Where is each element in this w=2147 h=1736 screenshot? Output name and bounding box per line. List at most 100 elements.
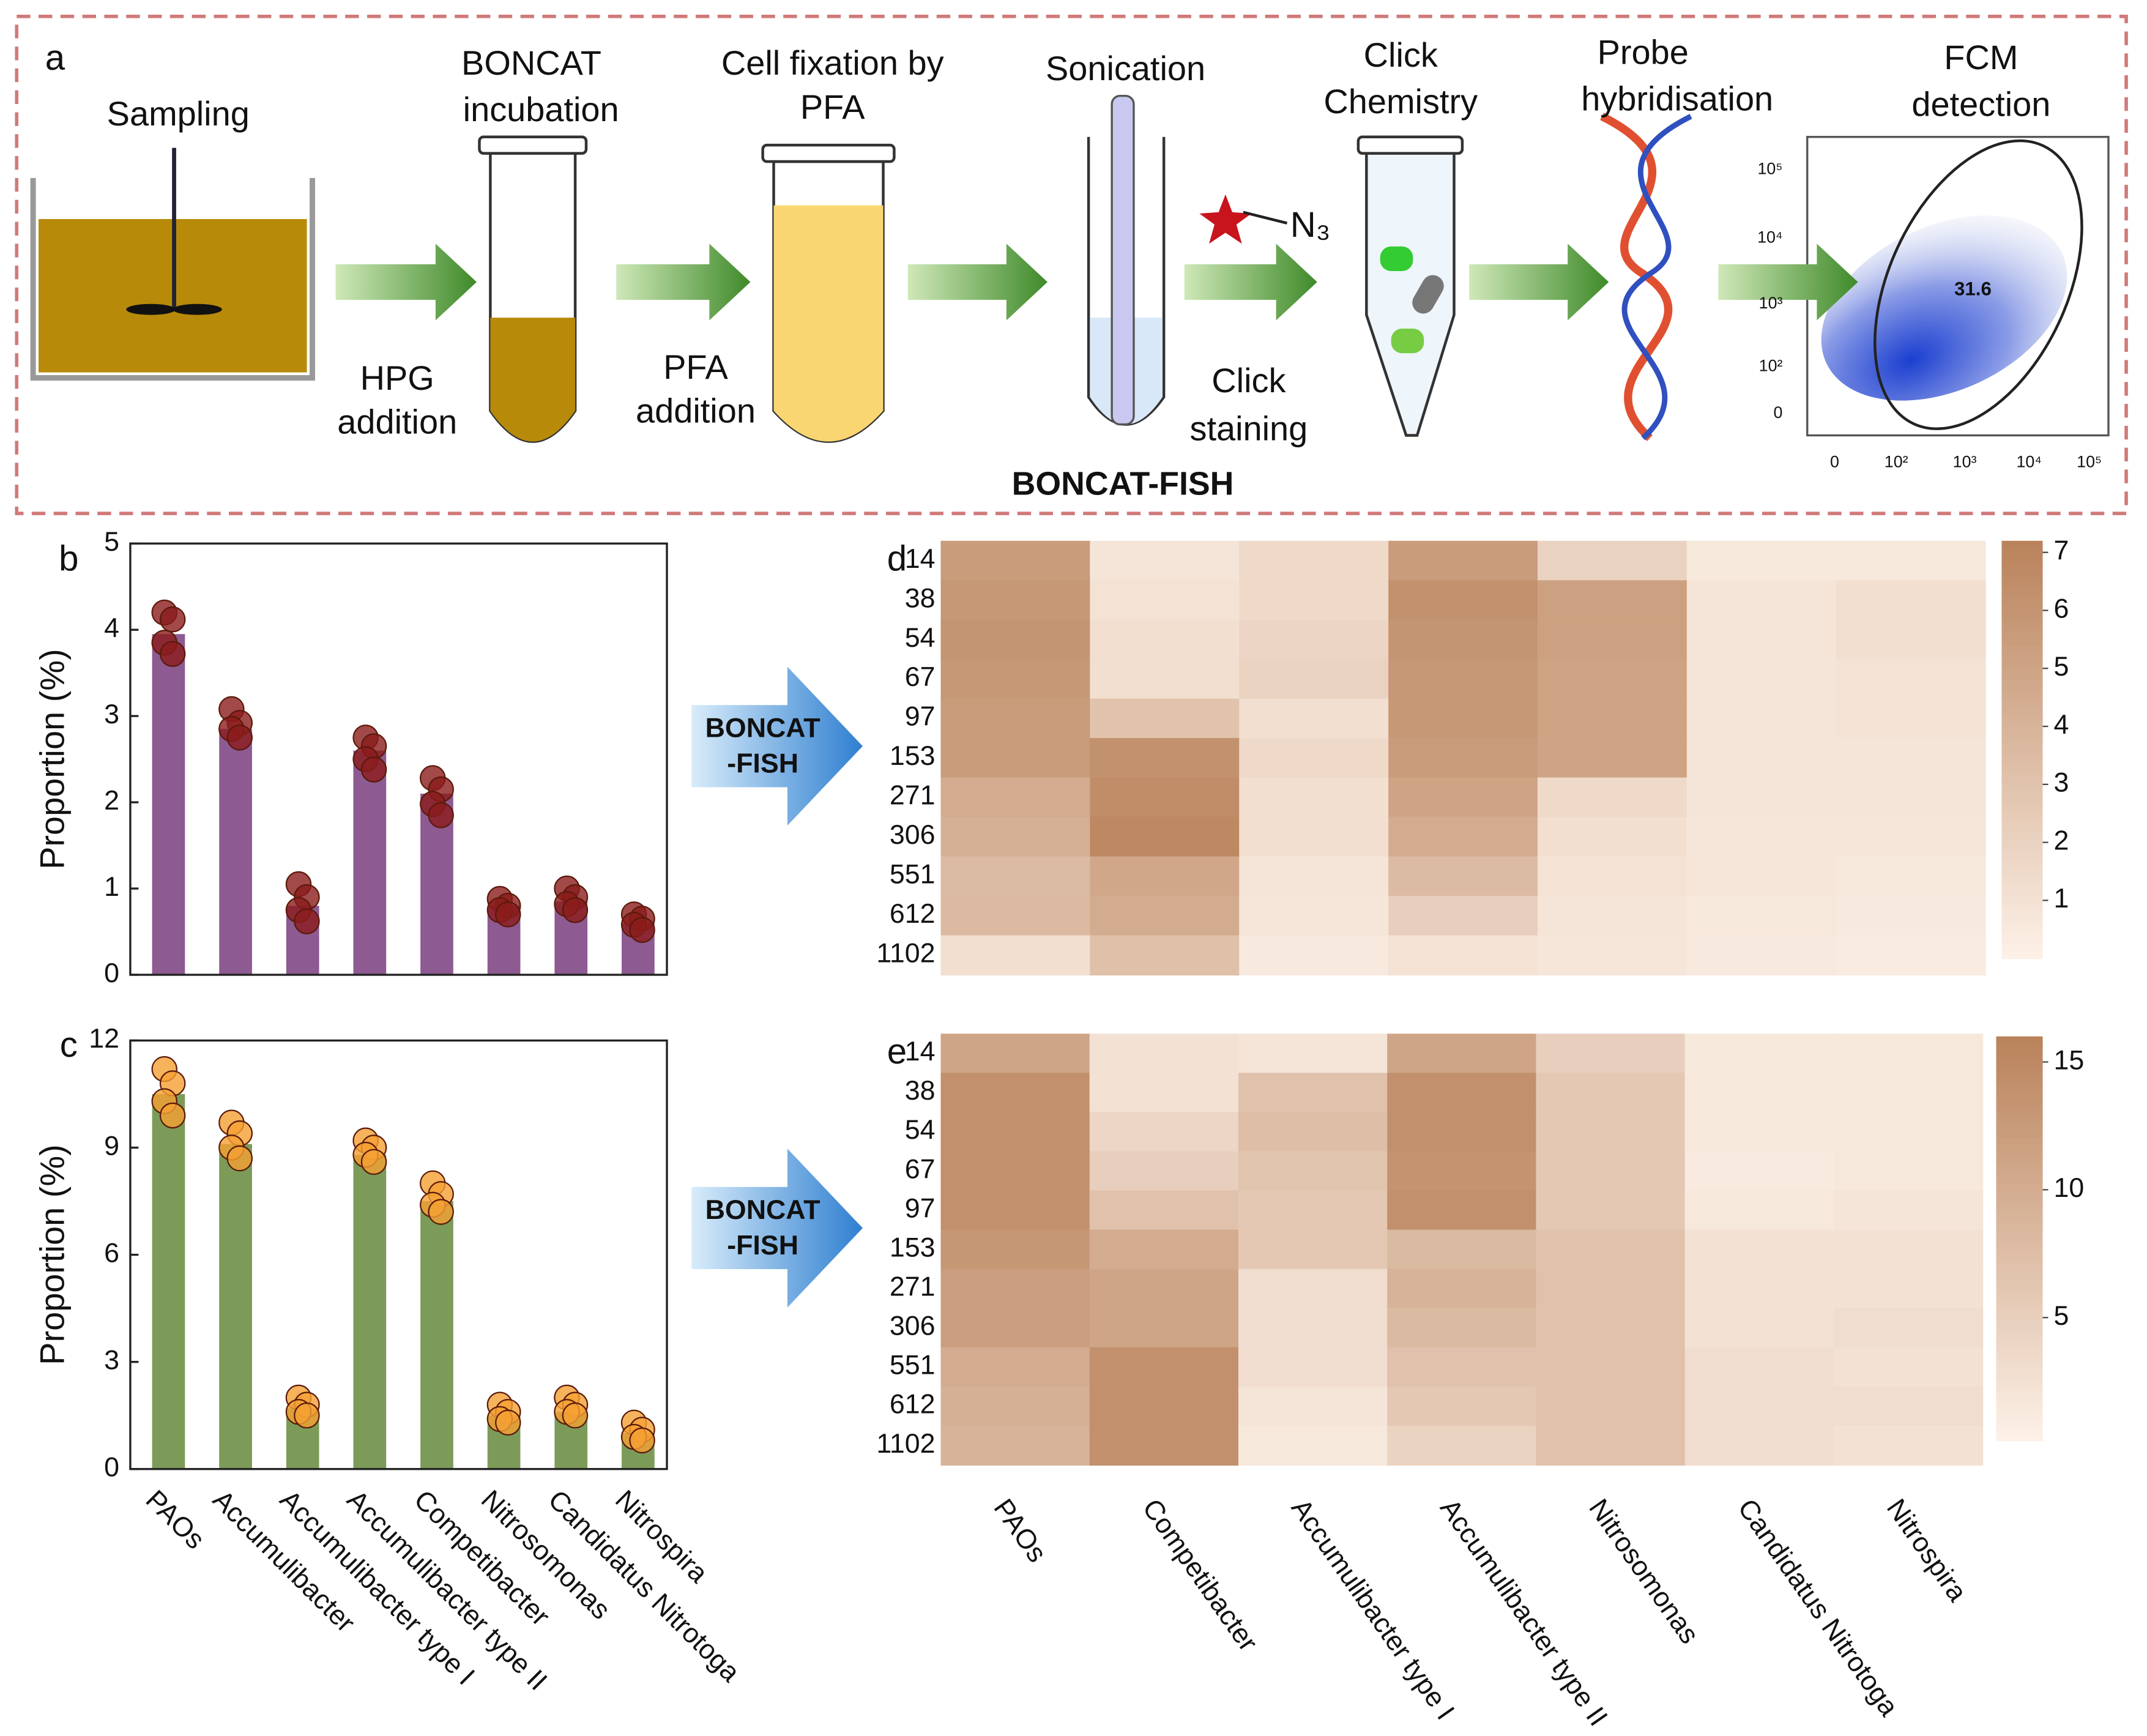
heatmap-cell bbox=[1239, 698, 1390, 739]
colorbar-step bbox=[1996, 1298, 2043, 1307]
y-tick-label: 1 bbox=[104, 871, 119, 902]
heatmap-cell bbox=[1238, 1425, 1388, 1466]
row-label: 54 bbox=[905, 622, 936, 653]
tube-boncat bbox=[478, 135, 588, 443]
heatmap-cell bbox=[940, 1073, 1090, 1113]
colorbar-step bbox=[1996, 1177, 2043, 1186]
data-point bbox=[159, 641, 186, 667]
step-label: Probe bbox=[1598, 32, 1689, 71]
heatmap-cell bbox=[1089, 1347, 1240, 1387]
colorbar-step bbox=[1996, 1123, 2043, 1132]
colorbar-step bbox=[1996, 1359, 2043, 1368]
colorbar-step bbox=[2001, 909, 2043, 918]
colorbar-step bbox=[2001, 701, 2043, 709]
heatmap-cell bbox=[1537, 659, 1687, 699]
process-arrow bbox=[335, 244, 477, 321]
heatmap-cell bbox=[1833, 1268, 1984, 1309]
panel-letter: b bbox=[59, 539, 78, 579]
heatmap-cell bbox=[1238, 1386, 1388, 1427]
colorbar-tick-label: 3 bbox=[2053, 767, 2069, 798]
arrow-label: Click bbox=[1211, 361, 1286, 400]
y-tick-label: 3 bbox=[104, 1344, 119, 1375]
heatmap-cell bbox=[1089, 1151, 1240, 1191]
row-label: 612 bbox=[890, 1389, 936, 1420]
colorbar-tick-label: 10 bbox=[2053, 1172, 2084, 1203]
panel-a-frame bbox=[15, 15, 2128, 515]
colorbar-step bbox=[2001, 882, 2043, 890]
heatmap-cell bbox=[1836, 659, 1986, 699]
colorbar-step bbox=[2001, 561, 2043, 570]
heatmap-cell bbox=[1686, 856, 1837, 897]
step-label: BONCAT bbox=[461, 43, 601, 82]
heatmap-cell bbox=[1536, 1073, 1686, 1113]
click-star bbox=[1199, 194, 1252, 244]
footer-label: BONCAT-FISH bbox=[1012, 465, 1234, 502]
row-label: 271 bbox=[890, 1271, 936, 1302]
heatmap-cell bbox=[940, 1308, 1090, 1348]
heatmap-cell bbox=[1536, 1425, 1686, 1466]
colorbar-step bbox=[2001, 888, 2043, 897]
row-label: 153 bbox=[890, 1232, 936, 1262]
heatmap-cell bbox=[1388, 856, 1539, 897]
row-label: 271 bbox=[890, 780, 936, 811]
heatmap-cell bbox=[1686, 580, 1837, 620]
colorbar-step bbox=[2001, 833, 2043, 841]
bar bbox=[152, 634, 185, 975]
colorbar-step bbox=[1996, 1130, 2043, 1139]
heatmap-cell bbox=[1239, 817, 1390, 857]
colorbar-step bbox=[1996, 1198, 2043, 1206]
heatmap-cell bbox=[1388, 896, 1539, 936]
heatmap-cell bbox=[1536, 1347, 1686, 1387]
colorbar-tick-label: 2 bbox=[2053, 825, 2069, 855]
colorbar-step bbox=[2001, 736, 2043, 743]
heatmap-cell bbox=[1684, 1073, 1835, 1113]
row-label: 54 bbox=[905, 1114, 936, 1145]
heatmap-cell bbox=[1238, 1229, 1388, 1270]
colorbar-step bbox=[1996, 1043, 2043, 1051]
colorbar-step bbox=[1996, 1426, 2043, 1435]
fcm-y-tick: 10⁴ bbox=[1757, 228, 1782, 246]
column-label: Nitrosomonas bbox=[1583, 1493, 1705, 1649]
heatmap-cell bbox=[1388, 777, 1539, 818]
heatmap-cell bbox=[1090, 659, 1240, 699]
heatmap-cell bbox=[940, 698, 1091, 739]
row-label: 1102 bbox=[876, 1428, 935, 1459]
heatmap-cell bbox=[1089, 1386, 1240, 1427]
heatmap-cell bbox=[1686, 817, 1837, 857]
colorbar-step bbox=[2001, 554, 2043, 563]
step-label: hybridisation bbox=[1581, 79, 1773, 117]
colorbar-step bbox=[1996, 1218, 2043, 1226]
star-bond bbox=[1243, 210, 1288, 225]
row-label: 38 bbox=[905, 1075, 936, 1106]
data-point bbox=[629, 917, 655, 943]
heatmap-cell bbox=[1833, 1386, 1984, 1427]
data-point bbox=[562, 897, 589, 923]
heatmap-cell bbox=[1239, 777, 1390, 818]
heatmap-cell bbox=[1089, 1034, 1240, 1074]
colorbar-step bbox=[1996, 1285, 2043, 1294]
panel-letter: d bbox=[887, 539, 907, 579]
heatmap-cell bbox=[1833, 1347, 1984, 1387]
y-tick-label: 6 bbox=[104, 1237, 119, 1268]
heatmap-cell bbox=[1387, 1073, 1537, 1113]
heatmap-cell bbox=[1836, 856, 1986, 897]
colorbar-step bbox=[2001, 687, 2043, 695]
colorbar-step bbox=[2001, 728, 2043, 737]
row-label: 14 bbox=[905, 1036, 936, 1067]
heatmap-cell bbox=[1239, 580, 1390, 620]
colorbar-step bbox=[1996, 1325, 2043, 1334]
row-label: 612 bbox=[890, 898, 936, 929]
heatmap-cell bbox=[940, 1425, 1090, 1466]
fcm-x-tick: 10² bbox=[1885, 452, 1908, 471]
heatmap-cell bbox=[1686, 540, 1837, 581]
heatmap-cell bbox=[1833, 1425, 1984, 1466]
colorbar-step bbox=[2001, 624, 2043, 632]
panel-letter: e bbox=[887, 1032, 907, 1071]
colorbar-step bbox=[1996, 1379, 2043, 1388]
heatmap-cell bbox=[1238, 1308, 1388, 1348]
y-tick-label: 3 bbox=[104, 699, 119, 729]
heatmap-cell bbox=[1238, 1073, 1388, 1113]
colorbar-step bbox=[2001, 930, 2043, 939]
fcm-x-tick: 10⁵ bbox=[2077, 452, 2102, 471]
colorbar-step bbox=[2001, 874, 2043, 883]
